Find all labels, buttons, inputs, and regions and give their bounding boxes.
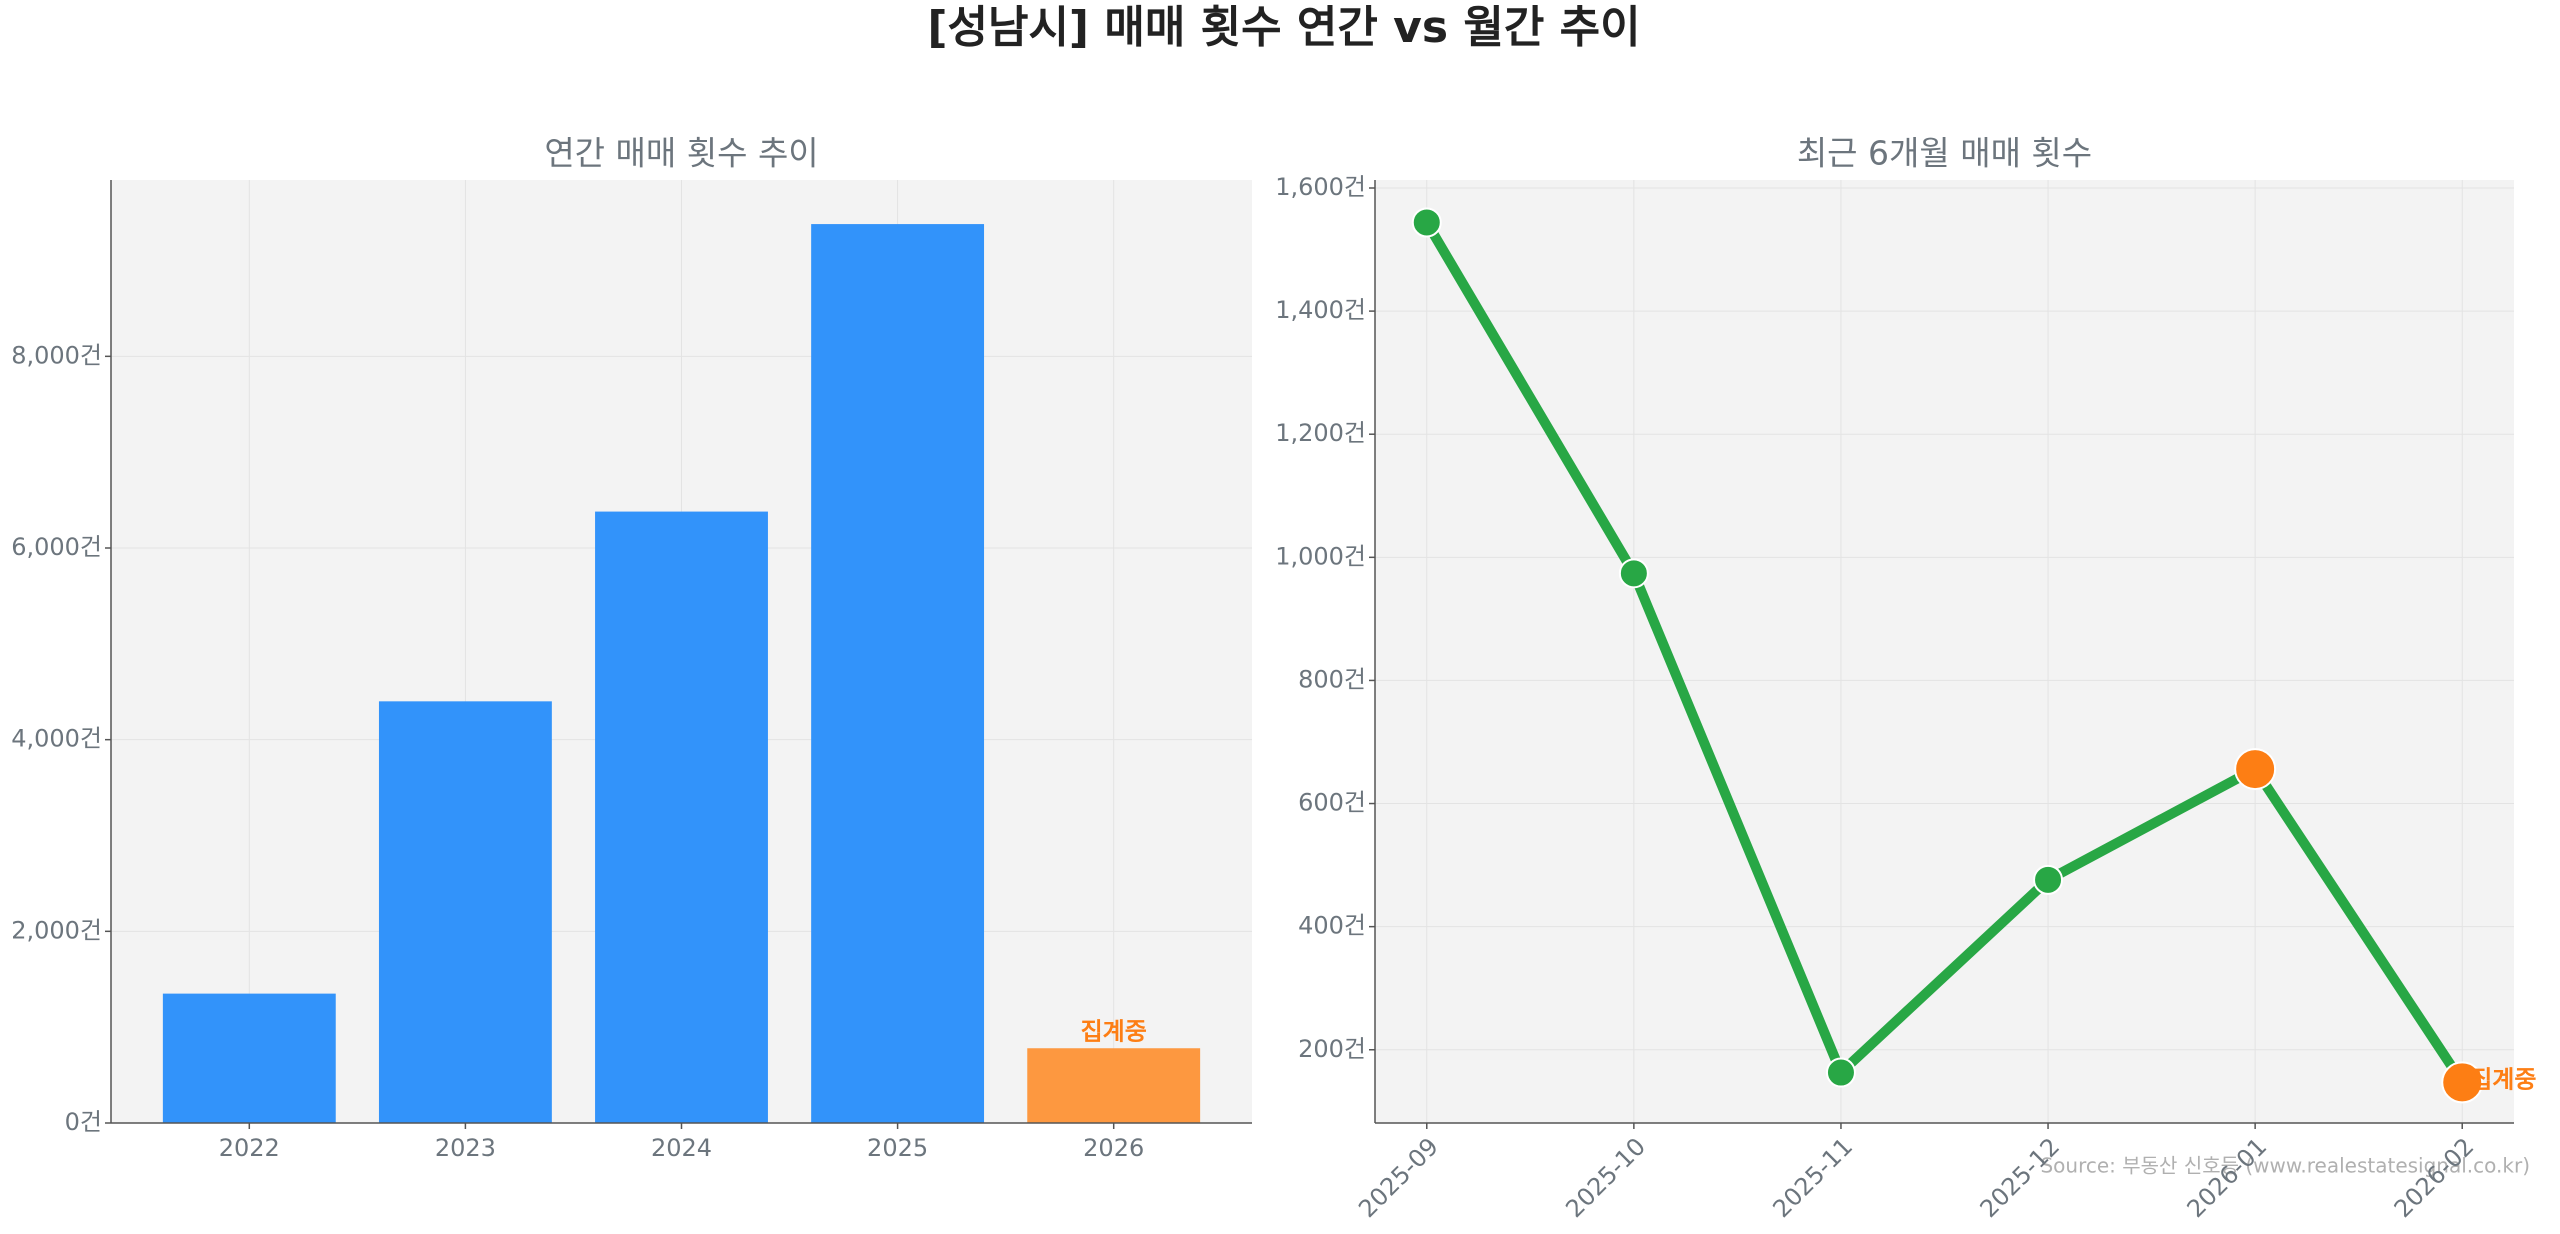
point <box>2033 864 2064 895</box>
x-tick-label: 2022 <box>219 1134 280 1162</box>
subplot-title: 최근 6개월 매매 횟수 <box>1797 134 2092 173</box>
y-tick-label: 1,200건 <box>1275 419 1366 447</box>
bar <box>811 224 985 1124</box>
subplot-title: 연간 매매 횟수 추이 <box>544 134 818 173</box>
x-tick-label: 2025-09 <box>1353 1132 1444 1223</box>
y-tick-label: 8,000건 <box>11 341 102 369</box>
plot-area <box>1375 180 2514 1123</box>
chart-title: [성남시] 매매 횟수 연간 vs 월간 추이 <box>927 2 1640 53</box>
bar <box>595 511 768 1123</box>
y-tick-label: 4,000건 <box>11 725 102 753</box>
line <box>1422 219 2467 1086</box>
y-tick-label: 200건 <box>1298 1035 1366 1063</box>
point <box>1825 1057 1856 1088</box>
x-tick-label: 2023 <box>435 1134 496 1162</box>
x-tick-label: 2025-10 <box>1560 1132 1651 1223</box>
y-tick-label: 0건 <box>65 1108 102 1136</box>
y-tick-label: 2,000건 <box>11 916 102 944</box>
y-tick-label: 1,400건 <box>1275 296 1366 324</box>
point <box>2441 1061 2484 1104</box>
annotation: 집계중 <box>2470 1065 2536 1093</box>
bar <box>378 701 552 1123</box>
y-tick-label: 800건 <box>1298 665 1366 693</box>
source: Source: 부동산 신호등 (www.realestatesignal.co… <box>2040 1154 2530 1178</box>
x-tick-label: 2026-01 <box>2182 1132 2273 1223</box>
x-tick-label: 2025-11 <box>1767 1132 1858 1223</box>
point <box>1411 207 1442 238</box>
y-tick-label: 1,000건 <box>1275 542 1366 570</box>
y-tick-label: 1,600건 <box>1275 173 1366 201</box>
x-tick-label: 2026-02 <box>2389 1132 2480 1223</box>
annotation: 집계중 <box>1081 1017 1147 1045</box>
bar <box>162 993 336 1123</box>
point <box>1618 558 1649 589</box>
bar <box>1027 1048 1201 1123</box>
x-tick-label: 2025 <box>867 1134 928 1162</box>
x-tick-label: 2024 <box>651 1134 712 1162</box>
x-tick-label: 2026 <box>1083 1134 1144 1162</box>
point <box>2234 748 2277 791</box>
x-tick-label: 2025-12 <box>1975 1132 2066 1223</box>
y-tick-label: 600건 <box>1298 789 1366 817</box>
y-tick-label: 400건 <box>1298 912 1366 940</box>
y-tick-label: 6,000건 <box>11 533 102 561</box>
